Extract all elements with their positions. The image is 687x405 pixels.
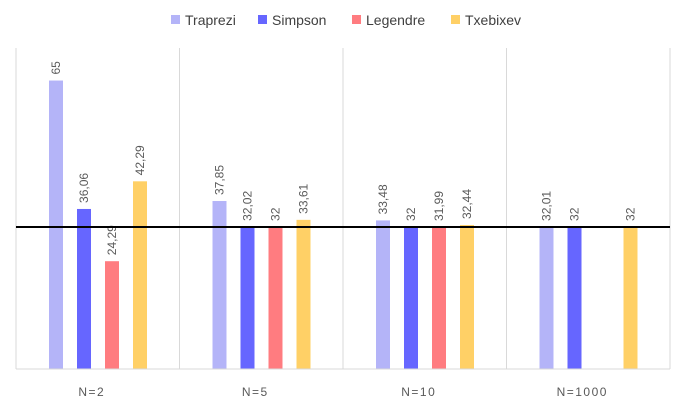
x-tick-label: N=2 <box>78 385 105 399</box>
legend-label-simpson: Simpson <box>272 12 326 28</box>
data-labels: 65 36,06 24,29 42,29 37,85 32,02 32 33,61 33,48 3… <box>49 61 638 255</box>
bar-txebixev-n1000 <box>623 226 638 369</box>
data-label-txebixev-n2: 42,29 <box>133 145 147 175</box>
bars <box>49 80 638 369</box>
bar-legendre-n10 <box>432 227 446 369</box>
data-label-traprezi-n1000: 32,01 <box>540 191 554 221</box>
x-tick-label: N=1000 <box>557 385 608 399</box>
data-label-simpson-n1000: 32 <box>568 207 582 221</box>
data-label-txebixev-n5: 33,61 <box>297 183 311 213</box>
data-label-traprezi-n10: 33,48 <box>376 184 390 214</box>
legend-swatch-txebixev <box>451 15 460 24</box>
bar-simpson-n2 <box>77 208 91 369</box>
bar-traprezi-n1000 <box>539 226 554 369</box>
data-label-simpson-n10: 32 <box>404 207 418 221</box>
category-separators <box>15 48 671 369</box>
data-label-simpson-n2: 36,06 <box>77 173 91 203</box>
bar-traprezi-n5 <box>212 201 227 369</box>
x-tick-label: N=5 <box>242 385 269 399</box>
data-label-txebixev-n1000: 32 <box>624 207 638 221</box>
legend-swatch-legendre <box>352 15 361 24</box>
x-tick-label: N=10 <box>401 385 436 399</box>
bar-legendre-n2 <box>105 261 119 369</box>
bar-simpson-n10 <box>404 226 418 369</box>
bar-txebixev-n5 <box>296 219 311 369</box>
data-label-legendre-n10: 31,99 <box>432 191 446 221</box>
legend-swatch-traprezi <box>171 15 180 24</box>
legend-swatch-simpson <box>258 15 267 24</box>
bar-simpson-n1000 <box>567 226 582 369</box>
data-label-legendre-n2: 24,29 <box>105 225 119 255</box>
bar-traprezi-n10 <box>376 220 390 369</box>
bar-simpson-n5 <box>240 226 255 369</box>
data-label-simpson-n5: 32,02 <box>241 191 255 221</box>
bar-traprezi-n2 <box>49 80 63 369</box>
data-label-traprezi-n2: 65 <box>49 61 63 75</box>
bar-txebixev-n10 <box>460 225 474 369</box>
x-axis: N=2 N=5 N=10 N=1000 <box>16 368 670 399</box>
data-label-legendre-n5: 32 <box>269 207 283 221</box>
legend-label-legendre: Legendre <box>366 12 425 28</box>
data-label-txebixev-n10: 32,44 <box>460 189 474 219</box>
bar-txebixev-n2 <box>133 181 147 369</box>
bar-legendre-n5 <box>268 226 283 369</box>
legend-label-txebixev: Txebixev <box>465 12 521 28</box>
data-label-traprezi-n5: 37,85 <box>213 165 227 195</box>
legend-label-traprezi: Traprezi <box>185 12 236 28</box>
legend: Traprezi Simpson Legendre Txebixev <box>171 12 521 28</box>
